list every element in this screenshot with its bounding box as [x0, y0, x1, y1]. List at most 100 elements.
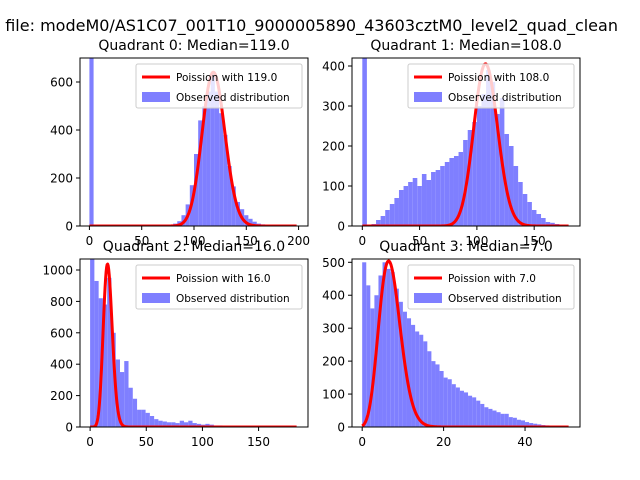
histogram-bar: [476, 400, 481, 427]
histogram-bar: [480, 403, 485, 427]
legend-label-poisson: Poission with 16.0: [176, 273, 271, 285]
subplot-title: Quadrant 1: Median=108.0: [370, 38, 561, 54]
histogram-bar: [451, 384, 456, 427]
histogram-bar: [231, 186, 236, 226]
histogram-bar: [184, 422, 189, 427]
histogram-bar: [512, 417, 517, 427]
histogram-bar: [435, 170, 441, 226]
subplot-1: Quadrant 1: Median=108.0 0 50 100 150 0 100 200…: [322, 38, 581, 248]
histogram-bar: [419, 334, 424, 427]
histogram-bar: [525, 422, 530, 427]
histogram-bar: [443, 377, 448, 427]
histogram-bar: [141, 409, 146, 427]
axes-frame: [351, 258, 581, 428]
x-tick-label: 150: [247, 435, 270, 449]
x-tick-label: 200: [287, 234, 310, 248]
histogram-bar: [219, 113, 224, 226]
histogram-bar: [175, 423, 180, 427]
histogram-bar: [459, 390, 464, 427]
histogram-bar: [124, 361, 129, 427]
histogram-bar: [508, 417, 513, 427]
histogram-bar: [362, 262, 367, 427]
histogram-bar: [378, 275, 383, 427]
histogram-bar: [206, 91, 211, 226]
histogram-bar: [415, 331, 420, 427]
legend-label-poisson: Poission with 119.0: [176, 72, 277, 84]
histogram-bar: [102, 304, 108, 427]
histogram-bar: [362, 58, 367, 226]
y-tick-label: 100: [322, 180, 345, 194]
subplot-title: Quadrant 2: Median=16.0: [103, 239, 285, 255]
histogram-bar: [444, 162, 450, 226]
histogram-bar: [447, 379, 452, 427]
histogram-bar: [179, 420, 185, 427]
y-tick-label: 100: [322, 388, 345, 402]
legend: Poission with 16.0 Observed distribution: [135, 264, 303, 310]
y-tick-label: 0: [65, 220, 73, 234]
histogram-bar: [406, 318, 412, 427]
legend-label-observed: Observed distribution: [176, 293, 290, 305]
histogram-bar: [385, 210, 390, 226]
histogram-bar: [137, 409, 142, 427]
histogram-bar: [435, 364, 440, 427]
histogram-bar: [516, 419, 521, 427]
histogram-bar: [536, 214, 542, 226]
poisson-curve: [361, 259, 570, 427]
y-tick-label: 200: [322, 140, 345, 154]
x-tick-label: 100: [183, 234, 206, 248]
histogram-bar: [398, 301, 403, 427]
x-tick-label: 50: [412, 234, 427, 248]
histogram-bar: [119, 372, 125, 427]
histogram-bar: [458, 152, 464, 226]
x-tick-label: 100: [465, 234, 488, 248]
legend-label-poisson: Poission with 7.0: [448, 273, 536, 285]
histogram-bar: [154, 419, 159, 427]
histogram-bar: [188, 420, 193, 427]
x-tick-label: 40: [517, 435, 532, 449]
histogram-bar: [412, 178, 418, 226]
histogram-bar: [192, 423, 197, 427]
histogram-bar: [440, 166, 445, 226]
histogram-bar: [244, 215, 249, 226]
histogram-bar: [408, 182, 413, 226]
figure-suptitle: n file: modeM0/AS1C07_001T10_9000005890_…: [0, 16, 618, 36]
histogram-bar: [481, 94, 487, 226]
histogram-bar: [484, 407, 489, 427]
y-tick-label: 300: [322, 100, 345, 114]
axes-frame: [79, 258, 309, 428]
histogram-bar: [394, 198, 399, 226]
histogram-bar: [533, 423, 538, 427]
histogram-bar: [472, 397, 477, 427]
subplot-title: Quadrant 3: Median=7.0: [379, 239, 553, 255]
legend-bar-swatch: [142, 92, 170, 102]
histogram-bar: [94, 280, 99, 427]
histogram-bar: [527, 202, 532, 226]
y-tick-label: 400: [50, 124, 73, 138]
histogram-bar: [145, 412, 150, 427]
histogram-bar: [423, 341, 428, 427]
histogram-bar: [496, 412, 501, 427]
histogram-bar: [158, 420, 163, 427]
subplot-0: Quadrant 0: Median=119.0 0 50 100 150 200 0 200…: [50, 38, 310, 248]
histogram-bar: [545, 222, 551, 226]
histogram-bar: [162, 421, 167, 427]
legend: Poission with 119.0 Observed distribution: [135, 63, 303, 109]
histogram-bar: [426, 180, 432, 226]
histogram-bar: [202, 106, 207, 226]
histogram-bar: [235, 202, 241, 226]
histogram-bar: [90, 259, 95, 427]
histogram-bar: [431, 172, 436, 226]
legend-frame: [135, 63, 303, 109]
histogram-bar: [513, 166, 519, 226]
histogram-bar: [411, 324, 416, 427]
histogram-bar: [472, 122, 477, 226]
histogram-bar: [214, 91, 220, 226]
histogram-bar: [115, 359, 120, 427]
histogram-bar: [486, 70, 491, 226]
histogram-bar: [504, 413, 509, 427]
histogram-bar: [490, 82, 496, 226]
histogram-bar: [531, 210, 537, 226]
histogram-bar: [449, 158, 454, 226]
histogram-bar: [520, 420, 526, 427]
histogram-bar: [495, 114, 500, 226]
